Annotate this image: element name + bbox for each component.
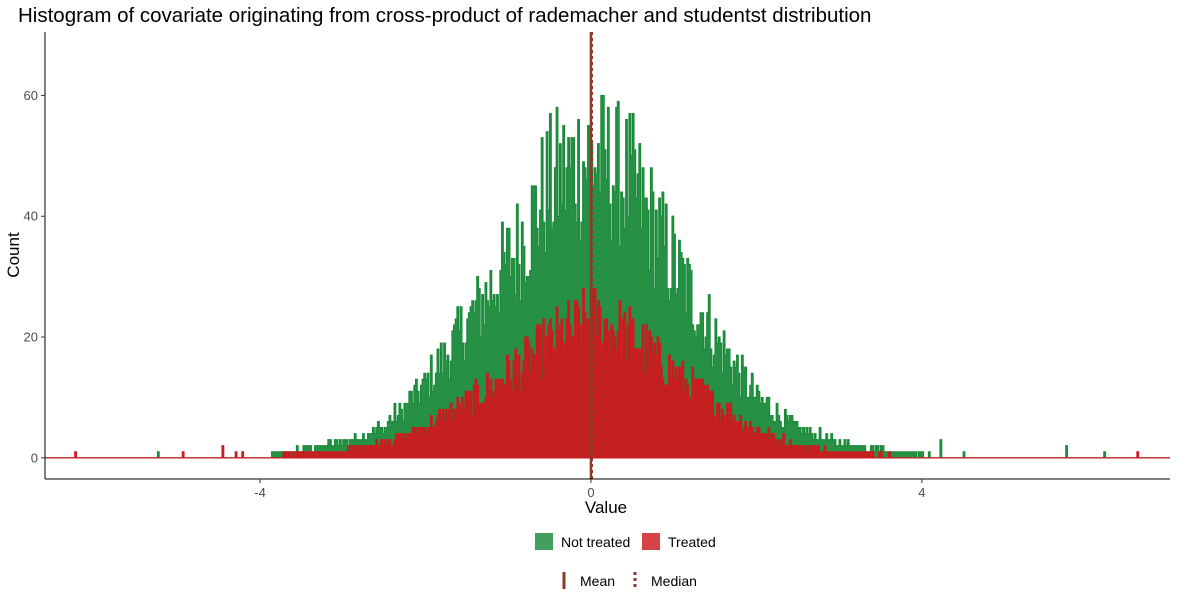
y-axis-title: Count [4,232,23,278]
fill-legend: Not treated Treated [535,533,716,550]
legend-label-mean: Mean [580,573,615,589]
x-axis-ticks: -4 0 4 [254,479,925,500]
legend-label-median: Median [651,573,697,589]
y-tick-label: 20 [24,330,38,345]
legend-label-treated: Treated [668,534,716,550]
legend-key-treated [642,533,660,550]
chart-title: Histogram of covariate originating from … [18,4,871,27]
legend-key-not-treated [535,533,553,550]
treated-histogram [45,288,1170,459]
x-axis-title: Value [585,498,627,517]
line-legend: Mean Median [562,572,697,589]
treated-bars [45,288,1170,459]
reference-lines [589,32,594,479]
y-tick-label: 40 [24,209,38,224]
x-tick-label: 0 [587,485,594,500]
x-tick-label: -4 [254,485,266,500]
y-axis-ticks: 0 20 40 60 [24,88,45,465]
x-tick-label: 4 [918,485,925,500]
y-tick-label: 60 [24,88,38,103]
legend-label-not-treated: Not treated [561,534,630,550]
y-tick-label: 0 [31,450,38,465]
